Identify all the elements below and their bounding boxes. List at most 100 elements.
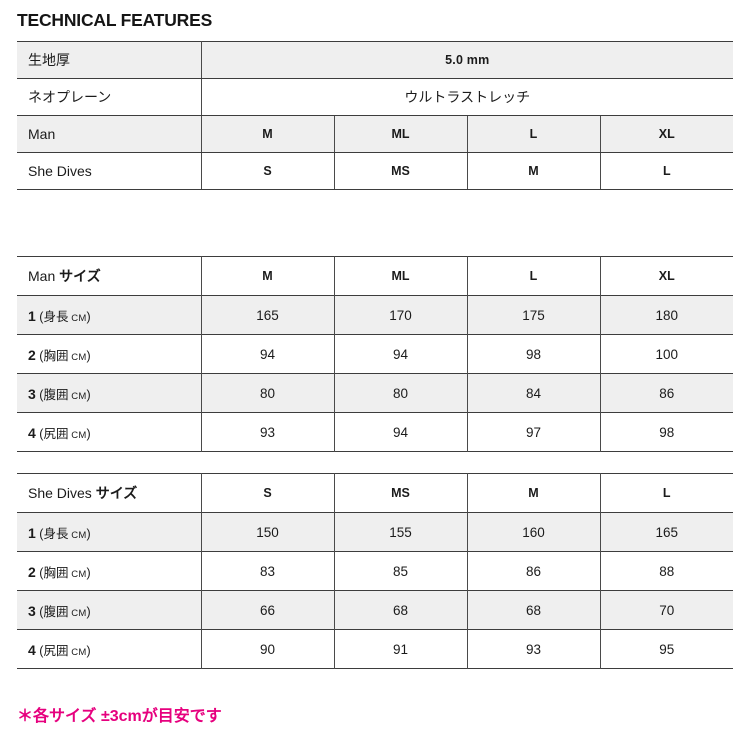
- man-row-num-2: 2: [28, 346, 36, 363]
- she-cell-r3c1: 66: [200, 590, 335, 630]
- man-table-title-en: Man: [28, 268, 56, 284]
- man-cell-r2c1: 94: [200, 334, 335, 374]
- she-cell-r1c1: 150: [200, 512, 335, 552]
- she-table-title: She Dives サイズ: [17, 473, 202, 513]
- she-row-num-4: 4: [28, 641, 36, 658]
- she-col-header-4: L: [599, 473, 733, 513]
- she-row-label-1: 1 (身長 CM): [17, 512, 202, 552]
- table-row: 生地厚 5.0 mm: [17, 41, 734, 79]
- man-row-num-4: 4: [28, 424, 36, 441]
- man-row-label-1: 1 (身長 CM): [17, 295, 202, 335]
- cell-she-size-4: L: [599, 152, 734, 190]
- cell-man-size-4: XL: [599, 115, 734, 153]
- she-table-title-en: She Dives: [28, 485, 92, 501]
- table-row: 3 (腹囲 CM) 80 80 84 86: [17, 373, 733, 413]
- row-label-neoprene: ネオプレーン: [17, 78, 202, 116]
- man-row-unit-4: CM: [71, 429, 87, 441]
- table-row: She Dives S MS M L: [17, 152, 734, 190]
- she-cell-r3c4: 70: [599, 590, 733, 630]
- man-col-header-3: L: [466, 256, 601, 296]
- man-col-header-4: XL: [599, 256, 733, 296]
- she-row-label-2: 2 (胸囲 CM): [17, 551, 202, 591]
- size-tolerance-note: ＊各サイズ ±3cmが目安です: [17, 708, 222, 725]
- she-cell-r4c1: 90: [200, 629, 335, 669]
- she-cell-r1c4: 165: [599, 512, 733, 552]
- man-row-measure-4: 尻囲: [43, 426, 69, 441]
- man-row-measure-1: 身長: [43, 309, 69, 324]
- she-cell-r2c2: 85: [333, 551, 468, 591]
- she-cell-r2c1: 83: [200, 551, 335, 591]
- she-cell-r3c3: 68: [466, 590, 601, 630]
- table-row: 2 (胸囲 CM) 83 85 86 88: [17, 551, 733, 591]
- man-col-header-1: M: [200, 256, 335, 296]
- table-header-row: Man サイズ M ML L XL: [17, 256, 733, 296]
- man-cell-r3c4: 86: [599, 373, 733, 413]
- she-col-header-1: S: [200, 473, 335, 513]
- table-row: Man M ML L XL: [17, 115, 734, 153]
- page-title: TECHNICAL FEATURES: [17, 10, 213, 30]
- she-cell-r2c4: 88: [599, 551, 733, 591]
- cell-man-size-2: ML: [333, 115, 468, 153]
- she-row-unit-3: CM: [71, 607, 87, 619]
- cell-she-size-2: MS: [333, 152, 468, 190]
- she-dives-size-table: She Dives サイズ S MS M L 1 (身長 CM) 150 155…: [17, 473, 733, 669]
- she-row-unit-2: CM: [71, 568, 87, 580]
- man-cell-r4c1: 93: [200, 412, 335, 452]
- she-col-header-2: MS: [333, 473, 468, 513]
- man-row-label-4: 4 (尻囲 CM): [17, 412, 202, 452]
- man-table-title: Man サイズ: [17, 256, 202, 296]
- man-cell-r4c2: 94: [333, 412, 468, 452]
- she-row-num-2: 2: [28, 563, 36, 580]
- she-table-title-jp: サイズ: [95, 485, 138, 501]
- table-row: 1 (身長 CM) 165 170 175 180: [17, 295, 733, 335]
- man-cell-r1c2: 170: [333, 295, 468, 335]
- she-cell-r1c3: 160: [466, 512, 601, 552]
- man-table-title-jp: サイズ: [59, 268, 101, 284]
- man-col-header-2: ML: [333, 256, 468, 296]
- man-cell-r4c3: 97: [466, 412, 601, 452]
- she-row-unit-1: CM: [71, 529, 87, 541]
- man-size-table: Man サイズ M ML L XL 1 (身長 CM) 165 170 175 …: [17, 256, 733, 452]
- technical-features-table: 生地厚 5.0 mm ネオプレーン ウルトラストレッチ Man M ML L X…: [17, 41, 734, 190]
- she-cell-r4c2: 91: [333, 629, 468, 669]
- man-row-measure-2: 胸囲: [43, 348, 69, 363]
- man-cell-r3c1: 80: [200, 373, 335, 413]
- cell-she-size-1: S: [200, 152, 335, 190]
- she-cell-r4c3: 93: [466, 629, 601, 669]
- man-row-unit-1: CM: [71, 312, 87, 324]
- she-cell-r4c4: 95: [599, 629, 733, 669]
- she-row-measure-4: 尻囲: [43, 643, 69, 658]
- man-row-measure-3: 腹囲: [43, 387, 69, 402]
- man-row-num-3: 3: [28, 385, 36, 402]
- man-cell-r1c1: 165: [200, 295, 335, 335]
- she-row-measure-3: 腹囲: [43, 604, 69, 619]
- she-cell-r3c2: 68: [333, 590, 468, 630]
- man-cell-r1c3: 175: [466, 295, 601, 335]
- row-label-man: Man: [17, 115, 202, 153]
- she-row-label-3: 3 (腹囲 CM): [17, 590, 202, 630]
- she-row-label-4: 4 (尻囲 CM): [17, 629, 202, 669]
- table-row: 2 (胸囲 CM) 94 94 98 100: [17, 334, 733, 374]
- man-cell-r3c3: 84: [466, 373, 601, 413]
- cell-man-size-1: M: [200, 115, 335, 153]
- she-row-unit-4: CM: [71, 646, 87, 658]
- she-row-num-3: 3: [28, 602, 36, 619]
- man-row-unit-2: CM: [71, 351, 87, 363]
- cell-thickness-value: 5.0 mm: [200, 41, 734, 79]
- she-row-num-1: 1: [28, 524, 36, 541]
- she-cell-r2c3: 86: [466, 551, 601, 591]
- table-row: 4 (尻囲 CM) 93 94 97 98: [17, 412, 733, 452]
- man-cell-r3c2: 80: [333, 373, 468, 413]
- row-label-thickness: 生地厚: [17, 41, 202, 79]
- she-cell-r1c2: 155: [333, 512, 468, 552]
- cell-she-size-3: M: [466, 152, 601, 190]
- cell-neoprene-value: ウルトラストレッチ: [200, 78, 734, 116]
- table-row: 4 (尻囲 CM) 90 91 93 95: [17, 629, 733, 669]
- row-label-she-dives: She Dives: [17, 152, 202, 190]
- man-row-label-3: 3 (腹囲 CM): [17, 373, 202, 413]
- man-row-label-2: 2 (胸囲 CM): [17, 334, 202, 374]
- man-row-unit-3: CM: [71, 390, 87, 402]
- she-row-measure-1: 身長: [43, 526, 69, 541]
- table-header-row: She Dives サイズ S MS M L: [17, 473, 733, 513]
